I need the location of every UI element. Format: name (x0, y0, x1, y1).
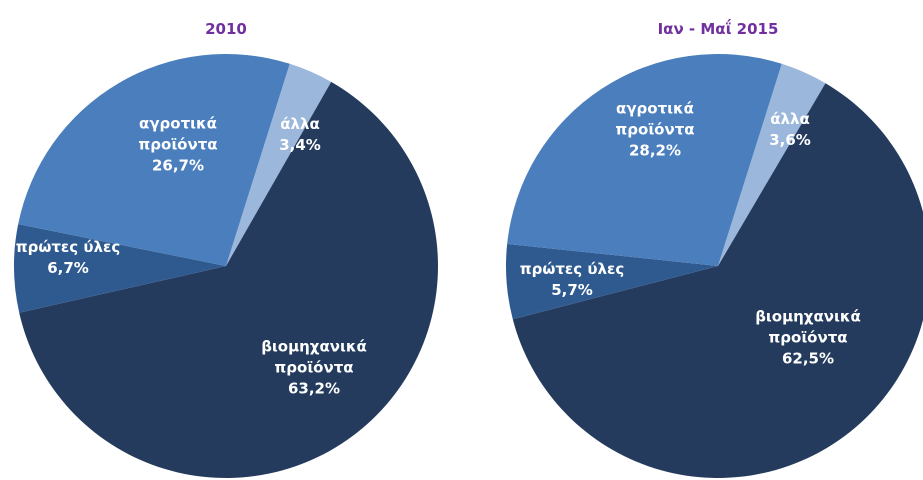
value-label: 3,4% (279, 136, 321, 154)
category-label: άλλα (280, 115, 320, 133)
pie-slice (507, 53, 782, 266)
pie-slice (226, 63, 332, 266)
value-label: 5,7% (551, 281, 593, 299)
slice-label: πρώτες ύλες 5,7% (512, 259, 632, 301)
slice-label: άλλα 3,6% (760, 109, 820, 151)
value-label: 6,7% (47, 259, 89, 277)
value-label: 3,6% (769, 131, 811, 149)
pie-slice (18, 53, 290, 266)
slice-label: αγροτικά προϊόντα 26,7% (123, 114, 233, 177)
slice-label: άλλα 3,4% (270, 114, 330, 156)
pie-slice (19, 81, 439, 479)
value-label: 26,7% (151, 156, 205, 175)
pie-slice (506, 243, 718, 320)
pie-slice (718, 63, 826, 266)
category-label: βιομηχανικά προϊόντα (261, 337, 367, 377)
pie-slice (512, 83, 923, 478)
category-label: αγροτικά προϊόντα (138, 114, 218, 154)
value-label: 28,2% (628, 141, 682, 160)
value-label: 62,5% (781, 349, 835, 368)
chart-title: 2010 (205, 20, 247, 38)
chart-title: Ιαν - Μαΐ 2015 (657, 20, 779, 38)
category-label: πρώτες ύλες (15, 238, 121, 256)
slice-label: βιομηχανικά προϊόντα 63,2% (254, 337, 374, 400)
category-label: άλλα (770, 110, 810, 128)
slice-label: πρώτες ύλες 6,7% (8, 237, 128, 279)
pie-slice (14, 224, 227, 313)
value-label: 63,2% (287, 379, 341, 398)
category-label: αγροτικά προϊόντα (615, 99, 695, 139)
slice-label: αγροτικά προϊόντα 28,2% (600, 99, 710, 162)
category-label: βιομηχανικά προϊόντα (755, 307, 861, 347)
slice-label: βιομηχανικά προϊόντα 62,5% (748, 307, 868, 370)
category-label: πρώτες ύλες (519, 260, 625, 278)
